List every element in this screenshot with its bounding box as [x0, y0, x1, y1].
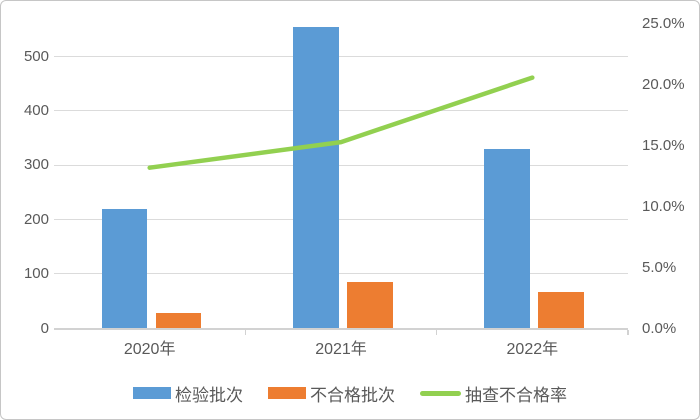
- left-axis-tick-100: 100: [23, 265, 49, 283]
- gridline-200: [54, 219, 628, 220]
- left-axis-tick-0: 0: [40, 319, 49, 337]
- right-axis-tick-20.0%: 20.0%: [642, 75, 685, 93]
- legend-label-failed-batches: 不合格批次: [310, 385, 395, 405]
- legend-label-failure-rate: 抽查不合格率: [465, 385, 567, 405]
- gridline-500: [54, 55, 628, 57]
- right-axis-tick-15.0%: 15.0%: [642, 136, 685, 154]
- legend-item-failure-rate: 抽查不合格率: [420, 381, 567, 406]
- right-axis-tick-10.0%: 10.0%: [642, 197, 685, 215]
- right-axis-tick-5.0%: 5.0%: [642, 258, 677, 276]
- left-axis-tick-500: 500: [23, 47, 49, 65]
- legend-item-inspected-batches: 检验批次: [133, 381, 243, 406]
- left-axis-tick-200: 200: [23, 210, 49, 228]
- legend-item-failed-batches: 不合格批次: [268, 381, 395, 406]
- failure-rate-line: [147, 75, 535, 170]
- legend-swatch-orange-bar: [268, 387, 306, 399]
- bar-检验批次-2022年: [484, 149, 530, 329]
- x-label-2020年: 2020年: [123, 341, 176, 358]
- gridline-100: [54, 273, 628, 275]
- right-axis-tick-25.0%: 25.0%: [642, 15, 685, 32]
- gridline-300: [54, 164, 628, 166]
- right-axis-tick-0.0%: 0.0%: [642, 319, 677, 337]
- x-label-2022年: 2022年: [506, 341, 559, 358]
- bar-检验批次-2020年: [101, 208, 148, 329]
- bar-检验批次-2021年: [293, 26, 339, 329]
- left-axis-tick-400: 400: [23, 102, 49, 119]
- bar-不合格批次-2020年: [155, 312, 202, 329]
- x-axis-tick-2: [435, 329, 438, 335]
- x-axis-tick-1: [244, 329, 247, 335]
- bar-不合格批次-2022年: [538, 291, 584, 329]
- legend-label-inspected-batches: 检验批次: [175, 385, 243, 405]
- bar-不合格批次-2021年: [347, 282, 393, 329]
- gridline-400: [54, 110, 628, 112]
- left-axis-tick-300: 300: [23, 156, 49, 174]
- x-axis-tick-3: [627, 329, 629, 335]
- x-axis-line: [54, 327, 628, 330]
- legend-swatch-blue-bar: [133, 387, 171, 399]
- legend: 检验批次 不合格批次 抽查不合格率: [1, 381, 699, 405]
- x-label-2021年: 2021年: [315, 341, 367, 358]
- legend-swatch-green-line: [420, 390, 461, 396]
